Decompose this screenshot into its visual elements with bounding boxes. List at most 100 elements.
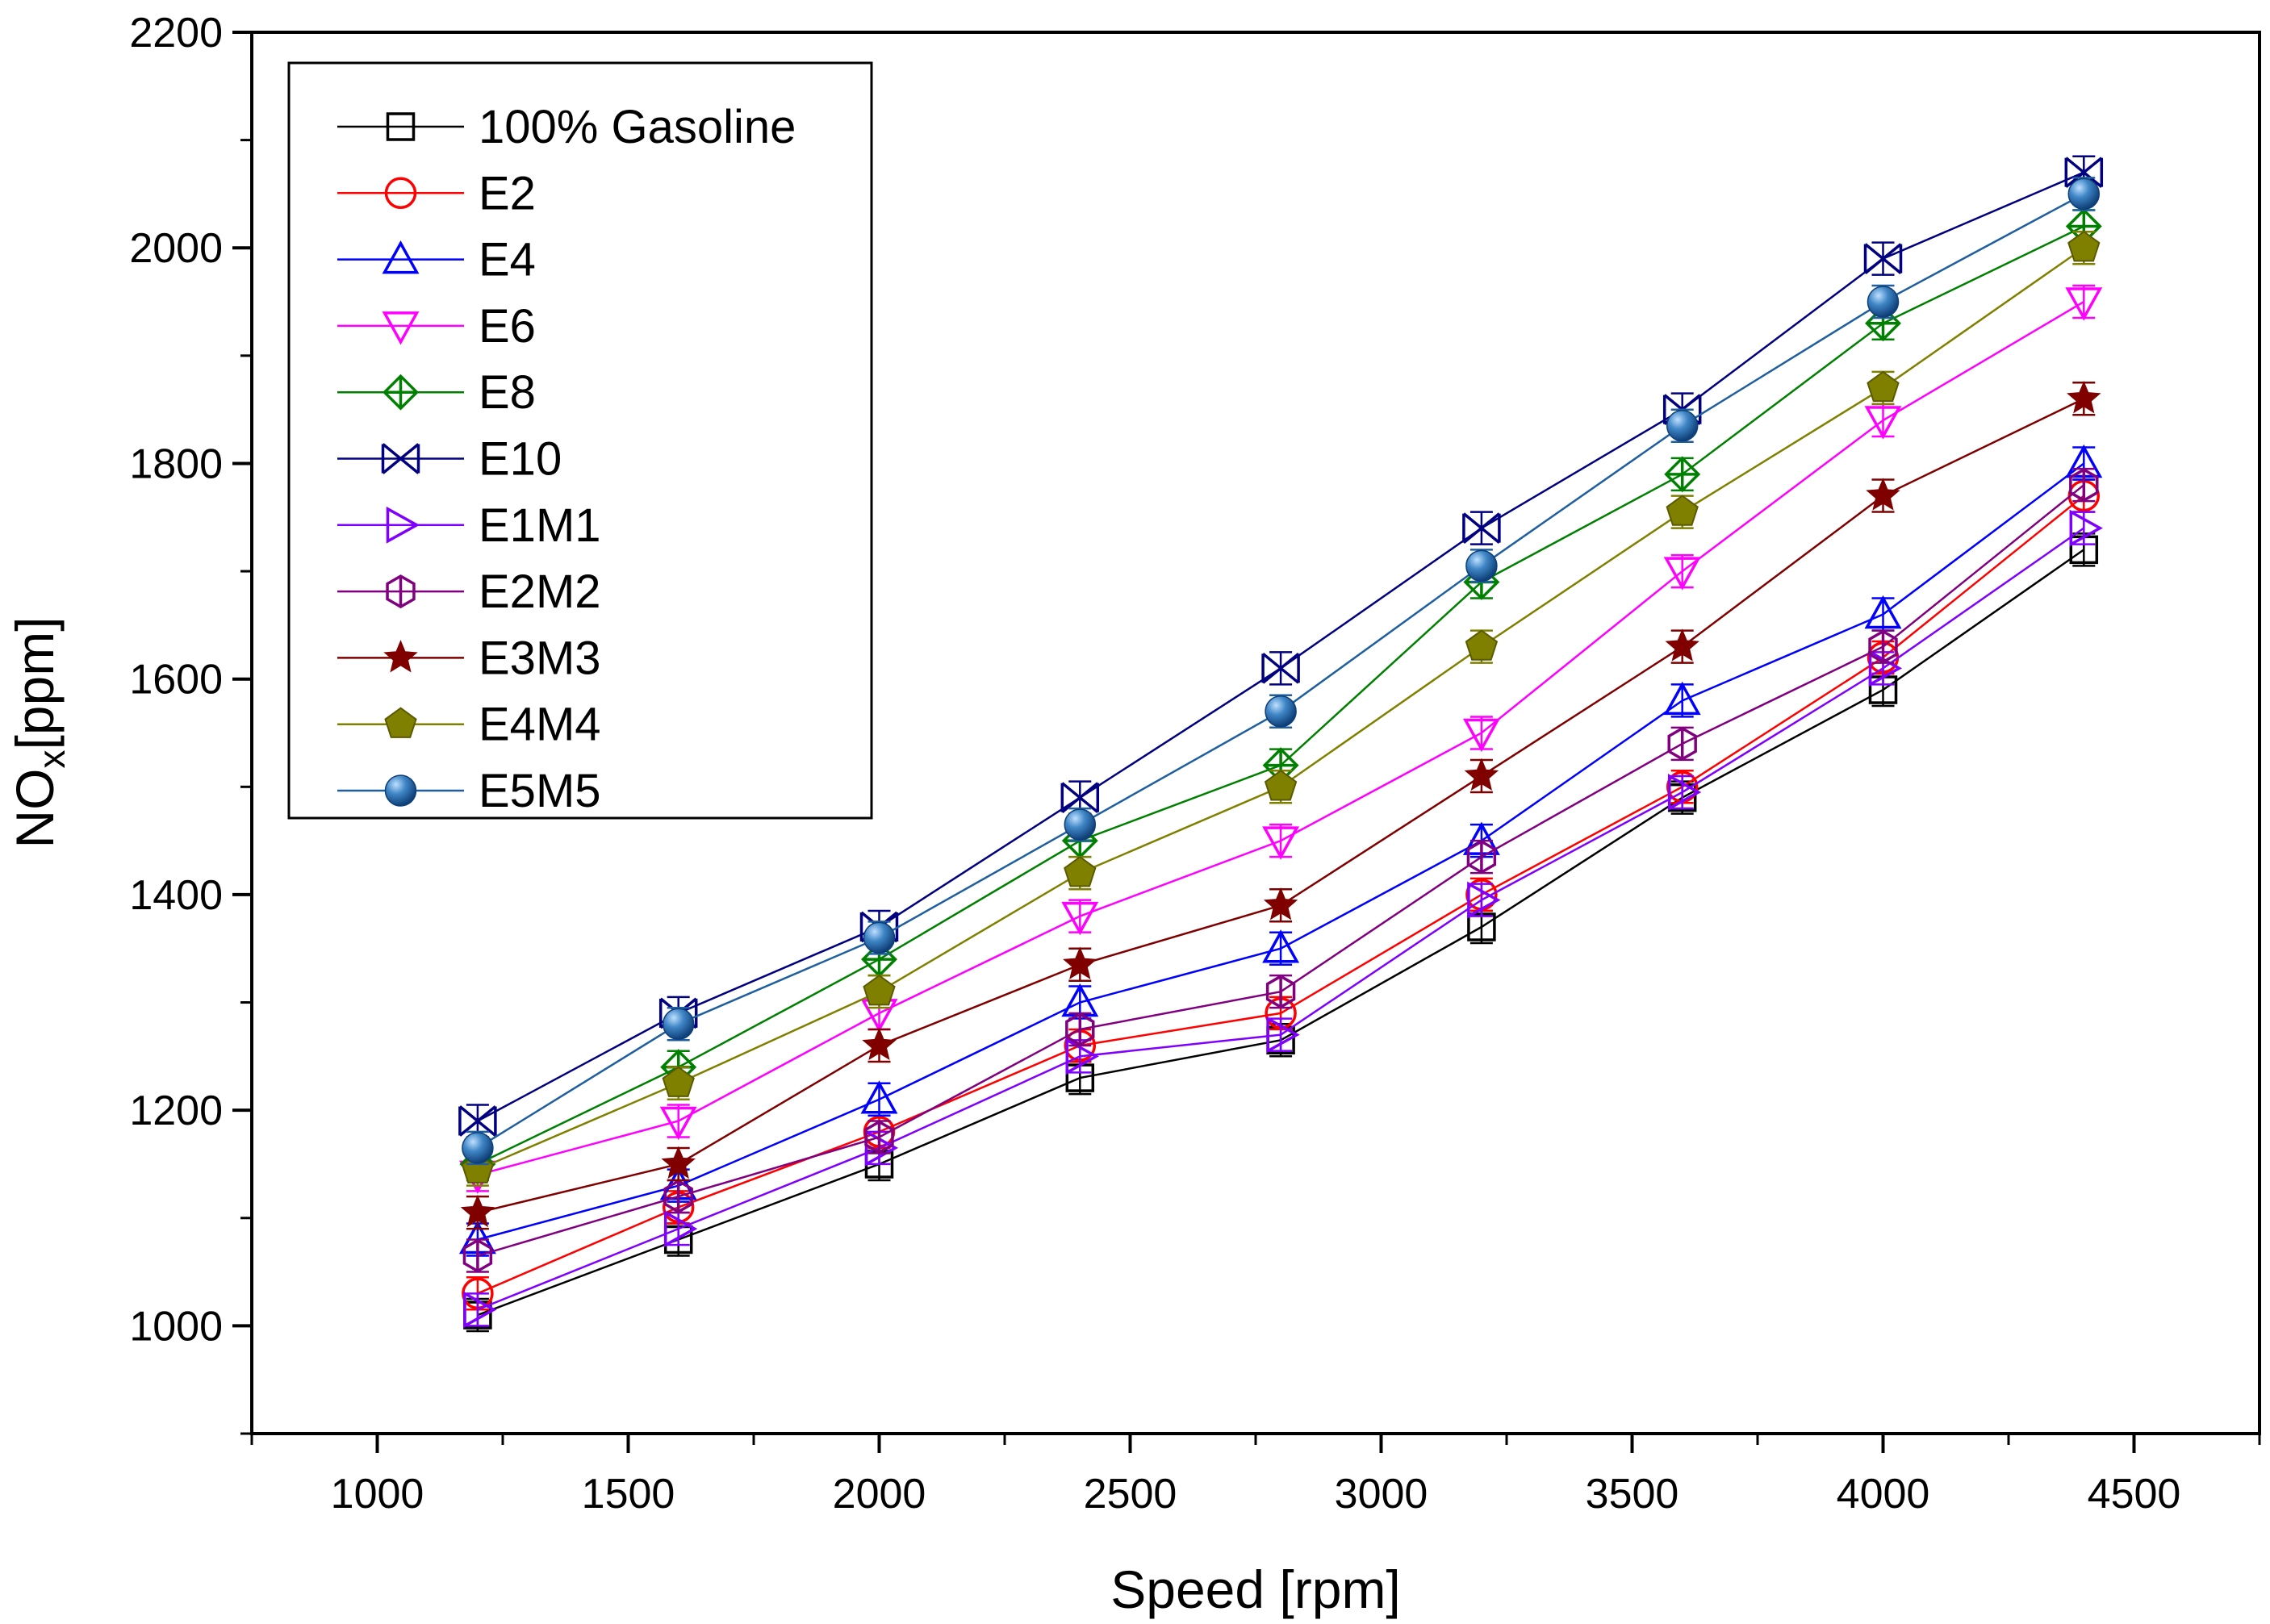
data-point xyxy=(1465,629,1499,661)
data-point-shape xyxy=(1666,409,1699,442)
legend-marker xyxy=(381,443,420,474)
data-point-shape xyxy=(1665,628,1699,662)
data-point xyxy=(2064,157,2104,189)
data-point-shape xyxy=(864,1129,899,1167)
data-point-shape xyxy=(1867,370,1900,403)
legend-marker-shape xyxy=(382,240,420,274)
data-point xyxy=(1667,774,1702,811)
data-point xyxy=(1465,549,1498,582)
data-point xyxy=(1664,456,1701,493)
data-point xyxy=(1864,595,1902,629)
legend-marker xyxy=(383,640,418,673)
data-point-shape xyxy=(1465,549,1498,582)
error-bar xyxy=(1469,883,1493,917)
data-point xyxy=(1462,718,1500,753)
data-point-shape xyxy=(1467,881,1501,919)
legend-item: E5M5 xyxy=(337,765,601,817)
series-e5m5 xyxy=(462,177,2101,1166)
data-point-shape xyxy=(1663,681,1701,716)
legend-label: 100% Gasoline xyxy=(479,101,796,153)
data-point xyxy=(1061,901,1099,936)
data-point-shape xyxy=(860,1080,898,1114)
data-point xyxy=(1663,681,1701,716)
data-point-shape xyxy=(2065,287,2103,321)
data-point xyxy=(1262,826,1300,860)
data-point-shape xyxy=(1666,495,1699,526)
data-point-shape xyxy=(2067,177,2101,211)
data-point xyxy=(1868,629,1898,664)
error-bar xyxy=(1670,774,1694,810)
legend-marker xyxy=(386,506,420,544)
data-point-shape xyxy=(863,974,896,1006)
error-bar xyxy=(466,1292,489,1327)
data-point-shape xyxy=(659,1106,697,1141)
data-point xyxy=(1264,770,1298,801)
data-point xyxy=(458,1105,497,1137)
data-point-shape xyxy=(1867,286,1900,318)
legend-label: E2M2 xyxy=(479,566,601,618)
data-point xyxy=(1464,758,1499,791)
data-point-shape xyxy=(1265,695,1297,728)
legend-marker-shape xyxy=(383,640,418,673)
legend-item: E8 xyxy=(337,366,536,419)
data-point-shape xyxy=(662,1008,695,1041)
data-point xyxy=(663,1210,698,1248)
data-point-shape xyxy=(862,1027,897,1061)
series-e6 xyxy=(458,284,2103,1194)
error-bar xyxy=(2072,511,2096,545)
data-point xyxy=(860,1080,898,1114)
data-point xyxy=(1266,1016,1300,1054)
legend-label: E2 xyxy=(479,167,536,219)
data-point xyxy=(1265,695,1297,728)
data-point xyxy=(1065,1037,1099,1075)
legend-label: E4 xyxy=(479,234,536,286)
legend-item: E4 xyxy=(337,234,536,286)
legend-item: E10 xyxy=(337,433,562,486)
data-point xyxy=(864,1129,899,1167)
x-tick-label-1500: 1500 xyxy=(582,1471,675,1518)
data-point xyxy=(1060,782,1100,814)
data-point xyxy=(1262,929,1300,963)
series-layer xyxy=(458,155,2104,1333)
data-point-shape xyxy=(1667,774,1702,811)
data-point-shape xyxy=(1262,826,1300,860)
data-point xyxy=(862,1027,897,1061)
legend-marker xyxy=(384,707,417,738)
legend: 100% Gasoline E2 E4 E6 E8 E10 E1M1 E2M2 E3M3 E4M4… xyxy=(287,61,873,820)
data-point-shape xyxy=(1061,901,1099,936)
error-bar xyxy=(1269,1017,1293,1052)
y-tick-label-1800: 1800 xyxy=(129,440,223,487)
data-point-shape xyxy=(662,1066,695,1097)
y-tick-label-2000: 2000 xyxy=(129,225,223,272)
data-point xyxy=(2069,509,2103,547)
data-point-shape xyxy=(2069,509,2103,547)
data-point-shape xyxy=(1261,652,1300,684)
series-e2m2 xyxy=(462,467,2099,1273)
data-point xyxy=(1261,652,1300,684)
y-axis-title-main: NO xyxy=(5,769,65,849)
data-point-shape xyxy=(1063,946,1097,979)
legend-item: E1M1 xyxy=(337,499,601,552)
y-tick-label-1600: 1600 xyxy=(129,657,223,703)
data-point xyxy=(659,1106,697,1141)
x-tick-label-4000: 4000 xyxy=(1837,1471,1930,1518)
data-point xyxy=(661,1146,696,1179)
legend-marker xyxy=(383,374,419,411)
legend-item: E4M4 xyxy=(337,699,601,751)
data-point xyxy=(1462,512,1501,544)
data-point-shape xyxy=(1464,758,1499,791)
data-point xyxy=(1864,406,1902,440)
legend-label: E8 xyxy=(479,366,536,419)
legend-marker-shape xyxy=(386,112,416,141)
series-e1m1 xyxy=(463,509,2103,1329)
data-point-shape xyxy=(863,921,896,954)
legend-label: E1M1 xyxy=(479,499,601,552)
legend-marker-shape xyxy=(384,707,417,738)
data-point xyxy=(1665,628,1699,662)
data-point xyxy=(2069,468,2099,503)
data-point-shape xyxy=(462,1132,494,1164)
legend-item: E6 xyxy=(337,300,536,353)
x-tick-label-4500: 4500 xyxy=(2088,1471,2181,1518)
data-point-shape xyxy=(458,1105,497,1137)
